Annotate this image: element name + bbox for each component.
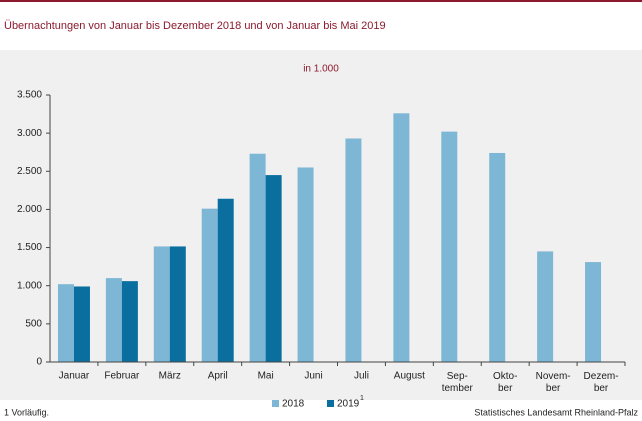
- x-tick-label: Januar: [59, 371, 90, 382]
- footnote: 1 Vorläufig.: [4, 407, 49, 417]
- x-tick-label: Februar: [104, 371, 140, 382]
- legend-label: 2018: [282, 399, 305, 410]
- bar: [217, 198, 234, 362]
- x-tick-label: April: [208, 371, 228, 382]
- bar: [249, 153, 266, 362]
- legend-marker: 1: [360, 395, 364, 402]
- legend-swatch: [327, 400, 334, 407]
- y-tick-label: 3.500: [17, 90, 42, 101]
- bar: [73, 286, 90, 362]
- bar: [297, 167, 314, 362]
- x-tick-line: Sep-: [447, 371, 468, 382]
- x-tick-label: Dezem-ber: [584, 371, 619, 394]
- x-tick-label: Juni: [304, 371, 322, 382]
- source: Statistisches Landesamt Rheinland-Pfalz: [474, 407, 638, 417]
- subtitle: in 1.000: [303, 64, 339, 75]
- y-tick-label: 3.000: [17, 128, 42, 139]
- x-tick-line: Dezem-: [584, 371, 619, 382]
- x-tick-line: tember: [442, 383, 474, 394]
- x-tick-line: ber: [594, 383, 609, 394]
- x-tick-label: Okto-ber: [493, 371, 517, 394]
- bar: [201, 208, 218, 362]
- x-tick-line: ber: [546, 383, 561, 394]
- bar: [265, 175, 282, 362]
- y-tick-label: 1.000: [17, 280, 42, 291]
- bar: [153, 246, 170, 362]
- bar: [169, 246, 186, 362]
- legend-swatch: [272, 400, 279, 407]
- y-tick-label: 2.000: [17, 204, 42, 215]
- x-tick-label: Novem-ber: [536, 371, 571, 394]
- x-tick-label: Juli: [354, 371, 369, 382]
- bar: [441, 131, 458, 362]
- bar: [393, 113, 410, 363]
- y-tick-label: 2.500: [17, 166, 42, 177]
- y-tick-label: 500: [25, 318, 42, 329]
- x-tick-label: Sep-tember: [442, 371, 474, 394]
- chart-title: Übernachtungen von Januar bis Dezember 2…: [4, 20, 386, 32]
- y-tick-label: 1.500: [17, 242, 42, 253]
- y-tick-label: 0: [36, 357, 42, 368]
- legend-label: 2019: [337, 399, 360, 410]
- x-tick-label: August: [394, 371, 425, 382]
- bar: [121, 281, 138, 362]
- x-tick-label: Mai: [258, 371, 274, 382]
- bar: [345, 138, 362, 362]
- top-rule: [0, 0, 642, 2]
- bar: [105, 278, 122, 362]
- x-tick-line: ber: [498, 383, 513, 394]
- x-tick-label: März: [159, 371, 181, 382]
- bar: [585, 262, 602, 362]
- x-tick-line: Okto-: [493, 371, 517, 382]
- bar: [489, 152, 506, 362]
- bar: [57, 284, 74, 362]
- bar: [537, 251, 554, 362]
- x-tick-line: Novem-: [536, 371, 571, 382]
